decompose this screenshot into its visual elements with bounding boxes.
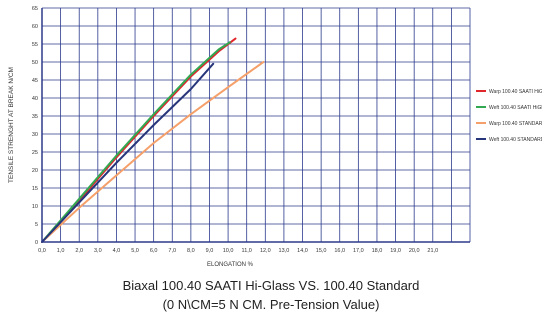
plot-background — [42, 8, 470, 242]
x-tick-label: 21,0 — [427, 248, 438, 254]
x-tick-label: 15,0 — [316, 248, 327, 254]
x-tick-label: 11,0 — [242, 248, 252, 254]
x-tick-label: 18,0 — [372, 248, 383, 254]
x-tick-label: 17,0 — [353, 248, 364, 254]
tensile-chart: 0,0 1,0 2,0 3,0 4,0 5,0 6,0 7,0 8,0 9,0 10,0 11,0 12… — [8, 6, 542, 268]
y-tick-label: 20 — [32, 168, 38, 174]
series-line — [41, 41, 231, 243]
series-line — [41, 37, 237, 243]
series-line — [41, 61, 265, 243]
x-tick-labels: 0,0 1,0 2,0 3,0 4,0 5,0 6,0 7,0 8,0 9,0 10,0 11,0 12… — [38, 248, 438, 254]
y-tick-label: 45 — [32, 78, 38, 84]
x-tick-label: 10,0 — [223, 248, 234, 254]
x-tick-label: 19,0 — [390, 248, 401, 254]
y-tick-label: 40 — [32, 96, 38, 102]
legend-label: Warp 100.40 STANDARD — [489, 121, 542, 127]
y-axis-label: TENSILE STRENGHT AT BREAK N/CM — [8, 67, 15, 183]
x-tick-label: 0,0 — [38, 248, 46, 254]
x-tick-label: 5,0 — [131, 248, 139, 254]
x-tick-label: 20,0 — [409, 248, 420, 254]
y-tick-label: 65 — [32, 6, 38, 12]
caption-title: Biaxal 100.40 SAATI Hi-Glass VS. 100.40 … — [122, 278, 420, 293]
series-line — [41, 62, 215, 243]
y-tick-label: 15 — [32, 186, 38, 192]
x-tick-label: 6,0 — [150, 248, 158, 254]
y-tick-labels: 0 5 10 15 20 25 30 35 40 45 50 55 60 65 — [32, 6, 38, 246]
x-tick-label: 4,0 — [113, 248, 121, 254]
x-tick-label: 7,0 — [168, 248, 176, 254]
x-tick-label: 8,0 — [187, 248, 195, 254]
y-tick-label: 25 — [32, 150, 38, 156]
x-tick-label: 1,0 — [57, 248, 65, 254]
legend: Warp 100.40 SAATI HiGlass Weft 100.40 SAA… — [476, 89, 542, 143]
y-tick-label: 35 — [32, 114, 38, 120]
y-tick-label: 10 — [32, 204, 38, 210]
y-tick-label: 0 — [35, 240, 38, 246]
x-tick-label: 14,0 — [297, 248, 308, 254]
y-tick-label: 30 — [32, 132, 38, 138]
x-tick-label: 16,0 — [334, 248, 345, 254]
x-tick-label: 12,0 — [260, 248, 271, 254]
series-lines — [41, 37, 265, 243]
x-tick-label: 2,0 — [75, 248, 83, 254]
y-tick-label: 55 — [32, 42, 38, 48]
x-tick-label: 3,0 — [94, 248, 102, 254]
legend-label: Weft 100.40 SAATI HiGlass — [489, 105, 542, 111]
x-tick-label: 13,0 — [279, 248, 290, 254]
y-tick-label: 5 — [35, 222, 38, 228]
x-tick-label: 9,0 — [206, 248, 214, 254]
legend-label: Warp 100.40 SAATI HiGlass — [489, 89, 542, 95]
x-axis-label: ELONGATION % — [207, 262, 254, 268]
y-tick-label: 50 — [32, 60, 38, 66]
caption-subtitle: (0 N\CM=5 N CM. Pre-Tension Value) — [162, 297, 380, 312]
y-tick-label: 60 — [32, 24, 38, 30]
grid — [42, 7, 471, 242]
legend-label: Weft 100.40 STANDARD — [489, 137, 542, 143]
